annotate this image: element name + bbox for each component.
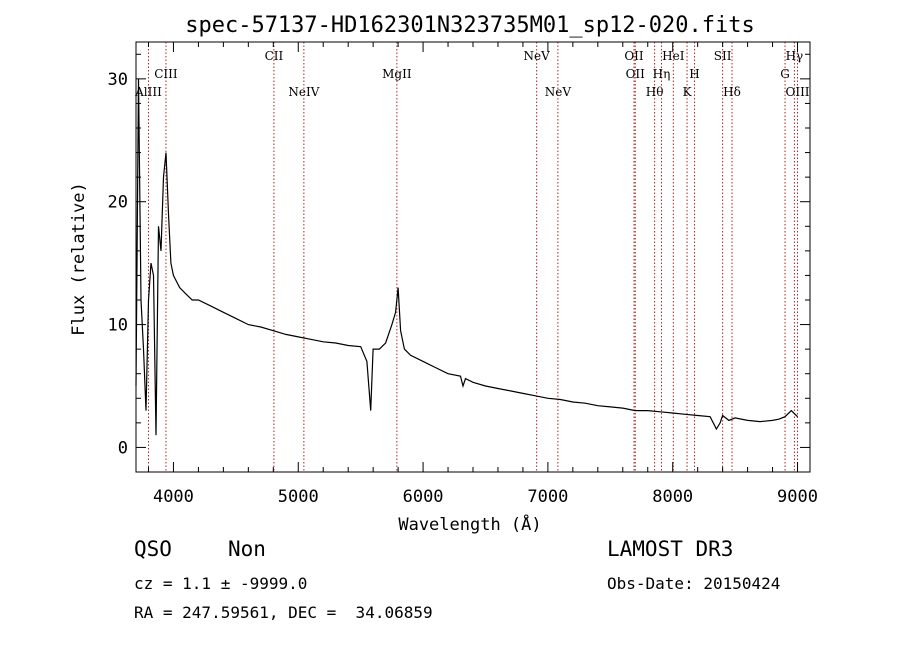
- axes-frame: 4000 5000 6000 7000 8000 9000 0 10 20 30: [108, 41, 818, 507]
- coordinates-readout: RA = 247.59561, DEC = 34.06859: [134, 603, 433, 622]
- chart-title: spec-57137-HD162301N323735M01_sp12-020.f…: [185, 13, 755, 38]
- line-label: SII: [714, 49, 732, 63]
- line-label: G: [780, 67, 790, 81]
- line-label: HeI: [662, 49, 685, 63]
- y-axis-label: Flux (relative): [69, 182, 89, 336]
- line-label: OIII: [785, 85, 809, 99]
- line-label: OII: [624, 49, 644, 63]
- spectrum-line: [135, 78, 798, 436]
- y-tick-label: 30: [108, 70, 128, 90]
- line-label: Hγ: [786, 49, 804, 63]
- x-tick-label: 5000: [278, 487, 319, 507]
- line-label: H: [689, 67, 699, 81]
- x-tick-label: 8000: [652, 487, 693, 507]
- x-axis-label: Wavelength (Å): [398, 513, 541, 535]
- line-label: AlIII: [134, 85, 162, 99]
- y-tick-label: 10: [108, 316, 128, 336]
- object-subclass: Non: [228, 537, 266, 561]
- line-label: Hθ: [646, 85, 664, 99]
- x-tick-label: 4000: [153, 487, 194, 507]
- line-label: OII: [626, 67, 646, 81]
- x-tick-label: 7000: [527, 487, 568, 507]
- line-label: K: [683, 85, 693, 99]
- survey-name: LAMOST DR3: [607, 537, 734, 561]
- spectral-line-markers: AlIIICIIICIINeIVMgIINeVNeVOIIOIIHθHηHeIK…: [134, 42, 810, 472]
- y-tick-label: 0: [118, 438, 128, 458]
- line-label: CIII: [154, 67, 178, 81]
- series-layer: [135, 78, 798, 436]
- object-class: QSO: [134, 537, 172, 561]
- line-label: CII: [265, 49, 284, 63]
- line-label: NeV: [545, 85, 572, 99]
- x-tick-label: 6000: [403, 487, 444, 507]
- x-tick-label: 9000: [777, 487, 818, 507]
- line-label: NeIV: [288, 85, 319, 99]
- line-label: Hδ: [723, 85, 741, 99]
- line-label: NeV: [524, 49, 551, 63]
- obs-date: Obs-Date: 20150424: [607, 574, 781, 593]
- line-label: MgII: [382, 67, 412, 81]
- redshift-readout: cz = 1.1 ± -9999.0: [134, 574, 308, 593]
- y-tick-label: 20: [108, 193, 128, 213]
- line-label: Hη: [653, 67, 671, 81]
- plot-frame: [135, 41, 811, 473]
